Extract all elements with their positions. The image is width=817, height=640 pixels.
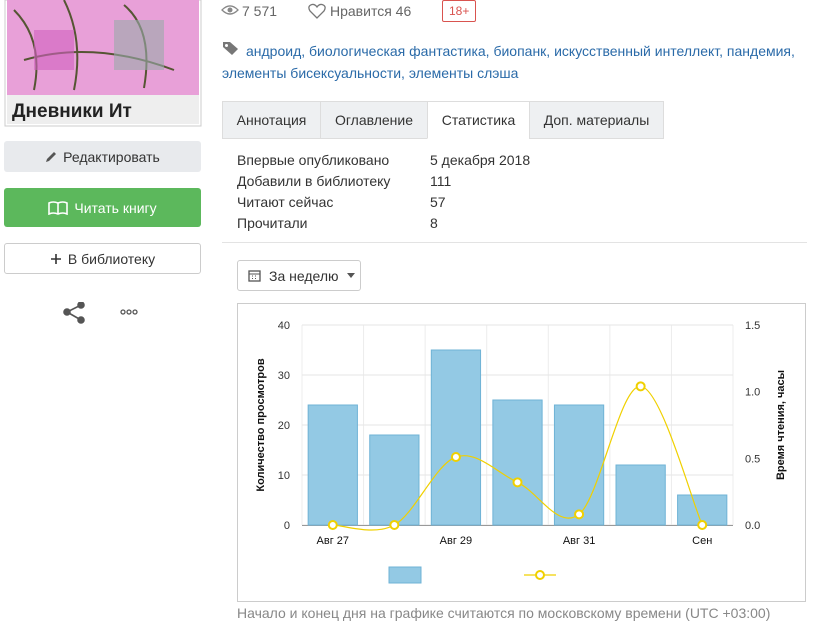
y-tick-label: 30 [278,370,290,382]
bar [615,464,666,526]
line-point [327,520,338,530]
likes[interactable]: Нравится 46 [330,3,412,19]
stat-label: Прочитали [237,215,308,231]
line-point [574,509,585,520]
read-button[interactable]: Читать книгу [4,188,201,227]
cover-text: Дневники Ит [12,101,132,122]
tags[interactable]: андроид, биологическая фантастика, биопа… [222,43,795,81]
bar [369,434,420,526]
y2-tick-label: 1.0 [745,387,760,399]
stat-value: 8 [430,215,438,231]
actions [63,302,138,324]
y-tick-label: 0 [284,520,290,532]
line-point [512,477,523,488]
bar [553,404,605,526]
bar [492,399,543,526]
line [332,385,703,531]
more-icon[interactable] [120,309,138,315]
bar [307,404,358,526]
line-point [389,520,400,530]
x-tick-label: Сен [692,535,712,547]
caret [346,273,355,278]
legend-swatch [535,570,545,580]
period-label: За неделю [269,267,339,284]
button-label: Редактировать [63,148,160,165]
pencil-icon [46,151,57,162]
stat-label: Добавили в библиотеку [237,173,391,189]
share-icon[interactable] [63,302,85,324]
y2-tick-label: 0.5 [745,453,760,465]
y-axis-title: Количество просмотров [255,358,267,491]
tab[interactable]: Аннотация [222,101,321,139]
x-tick-label: Авг 31 [563,535,595,547]
tab[interactable]: Доп. материалы [529,101,664,139]
stat-value: 57 [430,194,446,210]
bar [677,494,728,526]
tab[interactable]: Оглавление [320,101,428,139]
tag-icon [223,42,238,55]
library-button[interactable]: В библиотеку [4,243,201,274]
y2-tick-label: 0.0 [745,520,760,532]
stat-value: 111 [430,173,452,189]
stat-label: Читают сейчас [237,194,334,210]
cover[interactable]: Дневники Ит [4,0,202,127]
y-tick-label: 40 [278,320,290,332]
line-point [635,381,646,392]
y-tick-label: 10 [278,470,290,482]
y-tick-label: 20 [278,420,290,432]
x-tick-label: Авг 27 [317,535,349,547]
y2-axis-title: Время чтения, часы [775,370,787,480]
views: 7 571 [242,3,278,19]
plus-icon [50,253,61,264]
button-label: Читать книгу [74,199,157,216]
calendar-icon [248,270,261,282]
period-dropdown[interactable]: За неделю [237,260,361,291]
line-point [450,452,461,462]
book-icon [48,200,69,215]
tab[interactable]: Статистика [427,101,530,139]
heart-icon[interactable] [308,3,326,19]
bar [430,349,482,526]
eye-icon [221,5,239,15]
edit-button[interactable]: Редактировать [4,141,201,172]
x-tick-label: Авг 29 [440,535,472,547]
chart-frame [237,303,806,602]
stat-label: Впервые опубликовано [237,152,390,168]
legend-swatch [388,566,422,584]
age-badge: 18+ [442,0,477,22]
divider [222,242,807,243]
y2-tick-label: 1.5 [745,320,760,332]
stat-value: 5 декабря 2018 [430,152,531,168]
button-label: В библиотеку [67,250,156,267]
footnote: Начало и конец дня на графике считаются … [237,605,771,621]
line-point [697,520,708,530]
